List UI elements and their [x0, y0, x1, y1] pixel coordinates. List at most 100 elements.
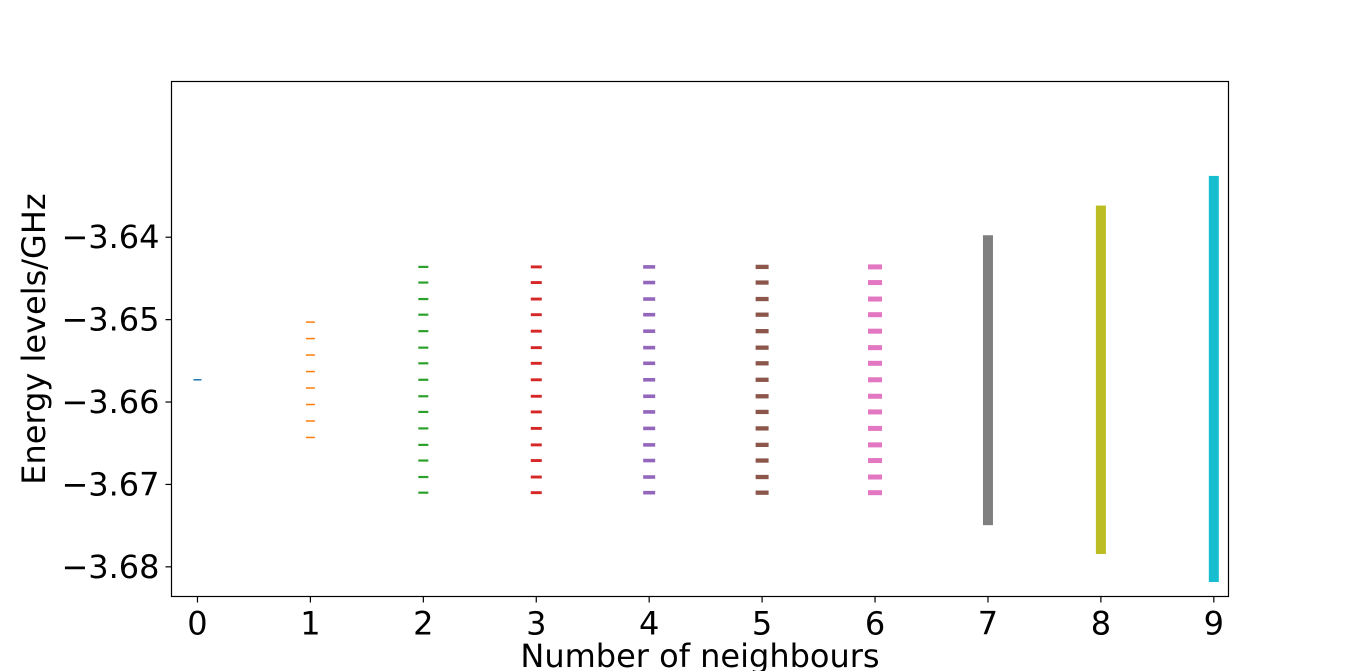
level-mark — [305, 420, 315, 422]
level-mark — [418, 362, 429, 365]
y-tick-label: −3.66 — [61, 383, 159, 421]
level-mark — [755, 361, 769, 366]
y-tick-label: −3.64 — [61, 218, 159, 256]
level-mark — [868, 264, 883, 270]
series-x7 — [982, 235, 993, 526]
level-mark — [418, 378, 429, 381]
level-mark — [530, 281, 542, 285]
x-axis-label: Number of neighbours — [520, 637, 879, 671]
level-mark — [530, 426, 542, 430]
level-mark — [643, 280, 656, 285]
level-mark — [643, 443, 656, 447]
x-tick-label: 4 — [639, 605, 659, 643]
series-x3 — [530, 265, 542, 495]
level-mark — [868, 458, 883, 464]
level-mark — [418, 281, 429, 284]
level-mark — [643, 265, 656, 269]
series-x6 — [868, 264, 883, 496]
level-mark — [755, 442, 769, 448]
level-mark — [868, 296, 883, 302]
series-x5 — [755, 264, 769, 495]
level-mark — [530, 410, 542, 414]
y-tick-label: −3.67 — [61, 465, 159, 503]
level-mark — [305, 436, 315, 439]
level-mark — [643, 394, 656, 399]
level-mark — [755, 264, 769, 270]
y-axis-label: Energy levels/GHz — [15, 193, 53, 484]
level-mark — [868, 425, 883, 431]
level-mark — [755, 394, 769, 399]
level-mark — [755, 345, 769, 350]
level-mark — [530, 475, 542, 479]
x-tick-label: 9 — [1204, 605, 1224, 643]
level-mark — [643, 329, 656, 333]
level-mark — [643, 345, 656, 350]
level-mark — [868, 360, 883, 366]
level-mark — [643, 458, 656, 463]
level-mark — [418, 330, 429, 333]
level-mark — [305, 337, 315, 340]
level-band — [1095, 205, 1106, 555]
level-mark — [530, 346, 542, 350]
level-mark — [530, 313, 542, 317]
level-mark — [643, 297, 656, 301]
level-mark — [418, 410, 429, 414]
level-mark — [305, 370, 315, 373]
level-mark — [418, 475, 429, 479]
series-x1 — [305, 321, 315, 439]
level-mark — [418, 313, 429, 316]
level-mark — [530, 378, 542, 382]
x-tick-label: 6 — [865, 605, 885, 643]
level-mark — [755, 409, 769, 415]
x-tick-label: 0 — [187, 605, 207, 643]
x-tick-label: 1 — [300, 605, 320, 643]
level-band — [982, 235, 993, 526]
x-axis: 0 1 2 3 4 5 6 7 8 9 — [187, 596, 1224, 643]
level-mark — [193, 379, 202, 381]
level-mark — [643, 410, 656, 414]
level-mark — [868, 474, 883, 480]
y-axis: −3.64 −3.65 −3.66 −3.67 −3.68 — [61, 218, 172, 586]
level-mark — [755, 490, 769, 495]
level-mark — [530, 361, 542, 365]
level-mark — [868, 345, 883, 351]
level-mark — [643, 312, 656, 317]
level-mark — [868, 393, 883, 399]
level-mark — [755, 377, 769, 382]
level-mark — [305, 387, 315, 389]
level-mark — [643, 475, 656, 479]
y-tick-label: −3.65 — [61, 301, 159, 339]
level-mark — [868, 328, 883, 334]
level-mark — [643, 490, 656, 495]
level-mark — [530, 394, 542, 398]
level-mark — [755, 474, 769, 480]
level-mark — [755, 458, 769, 463]
level-mark — [418, 443, 429, 446]
level-mark — [418, 427, 429, 430]
level-mark — [755, 280, 769, 285]
level-mark — [755, 312, 769, 317]
x-tick-label: 8 — [1091, 605, 1111, 643]
series-x2 — [418, 265, 429, 494]
level-mark — [418, 491, 429, 494]
x-tick-label: 7 — [978, 605, 998, 643]
x-tick-label: 3 — [526, 605, 546, 643]
level-mark — [755, 329, 769, 334]
chart-marks — [193, 175, 1219, 583]
level-mark — [868, 280, 883, 286]
level-band — [1208, 175, 1219, 583]
level-mark — [868, 442, 883, 448]
level-mark — [530, 329, 542, 333]
level-mark — [643, 426, 656, 431]
level-mark — [305, 321, 315, 323]
level-mark — [755, 426, 769, 431]
series-x0 — [193, 379, 202, 381]
level-mark — [868, 490, 883, 496]
level-mark — [418, 346, 429, 349]
level-mark — [530, 265, 542, 269]
level-mark — [530, 491, 542, 495]
level-mark — [868, 312, 883, 318]
level-mark — [868, 377, 883, 383]
level-mark — [418, 459, 429, 462]
level-mark — [643, 361, 656, 366]
